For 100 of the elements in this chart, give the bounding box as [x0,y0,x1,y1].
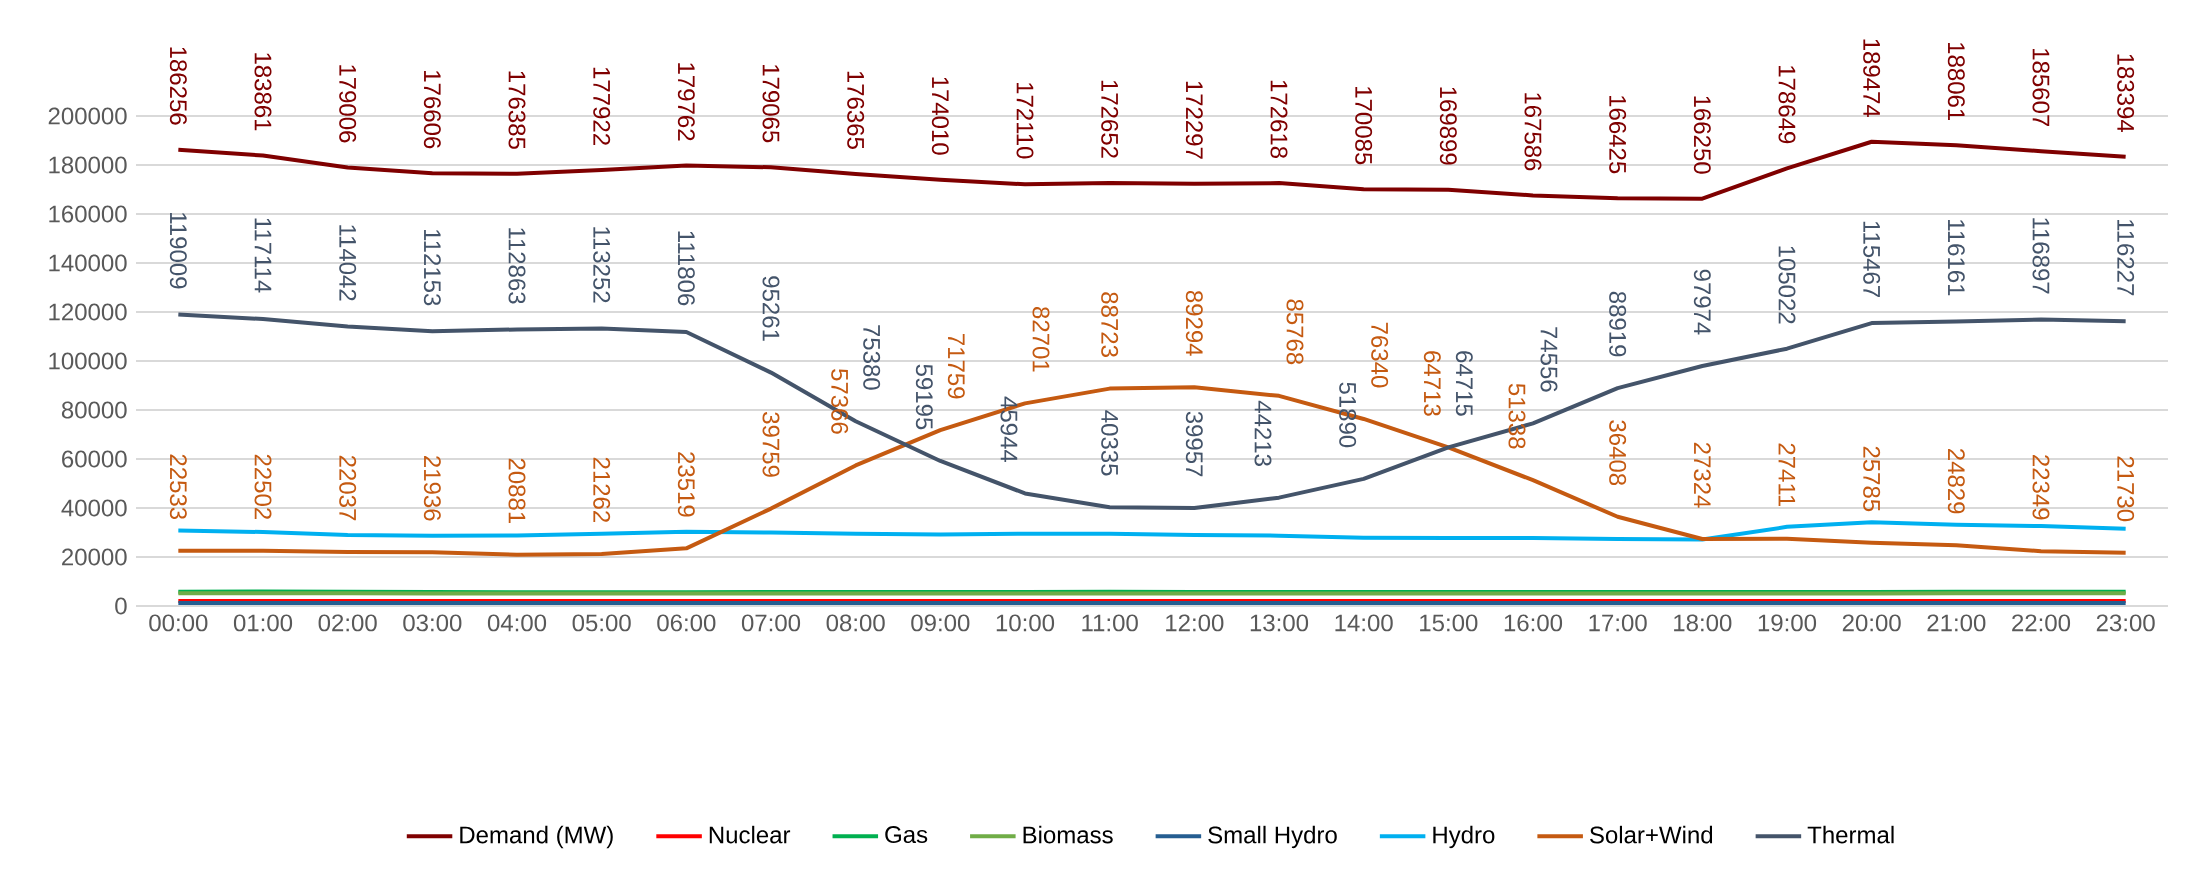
data-label: 183394 [2117,54,2135,132]
data-label: 189474 [1863,39,1881,118]
data-label: 39759 [762,412,780,477]
x-tick-label: 05:00 [572,614,631,632]
x-tick-label: 12:00 [1166,614,1224,632]
data-label: 119009 [169,213,187,289]
data-label: 97974 [1693,269,1711,335]
data-label: 117114 [254,218,272,293]
data-label: 24829 [1947,448,1965,514]
data-label: 45944 [1000,396,1018,463]
x-tick-label: 09:00 [911,614,970,632]
x-tick-label: 23:00 [2096,614,2155,632]
data-label: 115467 [1863,221,1881,298]
data-label: 186256 [169,47,187,125]
x-tick-label: 14:00 [1335,614,1393,632]
data-label: 88919 [1609,291,1627,357]
data-label: 179065 [762,65,780,143]
data-label: 76340 [1371,322,1389,388]
y-tick-label: 60000 [62,450,127,468]
data-label: 179762 [677,63,695,141]
data-label: 166425 [1609,96,1627,174]
data-label: 183861 [254,53,272,131]
data-label: 22349 [2032,455,2050,520]
data-label: 176606 [423,71,441,149]
data-label: 114042 [339,225,357,301]
data-label: 64713 [1423,351,1441,416]
data-label: 95261 [762,276,780,341]
data-label: 176385 [508,71,526,149]
x-tick-label: 13:00 [1250,614,1309,632]
data-label: 166250 [1693,96,1711,174]
data-label: 172297 [1185,81,1203,159]
data-label: 44213 [1254,400,1272,466]
x-tick-label: 03:00 [403,614,462,632]
data-label: 59195 [915,364,933,430]
legend-label: Demand (MW) [460,825,613,849]
data-label: 64715 [1455,351,1473,416]
data-label: 188061 [1947,43,1965,121]
x-tick-label: 06:00 [657,614,716,632]
y-tick-label: 0 [115,597,127,615]
y-tick-label: 120000 [49,303,127,321]
x-tick-label: 15:00 [1420,614,1478,632]
x-tick-label: 16:00 [1504,614,1563,632]
y-tick-label: 180000 [49,156,127,174]
data-label: 88723 [1101,292,1119,357]
x-tick-label: 02:00 [318,614,377,632]
data-label: 167586 [1524,93,1542,171]
data-label: 51890 [1339,382,1357,448]
data-label: 169899 [1439,87,1457,165]
data-label: 116161 [1947,220,1965,296]
data-label: 174010 [931,77,949,155]
data-label: 116897 [2032,218,2050,294]
data-label: 22533 [169,454,187,520]
data-label: 22502 [254,454,272,519]
data-label: 21936 [423,456,441,521]
data-label: 177922 [593,67,611,145]
legend-label: Nuclear [709,825,791,844]
y-tick-label: 160000 [49,205,127,223]
legend-label: Gas [885,826,928,844]
data-label: 25785 [1863,446,1881,512]
legend-label: Solar+Wind [1590,825,1713,844]
y-tick-label: 20000 [62,548,127,566]
x-tick-label: 00:00 [149,614,208,632]
x-tick-label: 01:00 [233,614,293,632]
data-label: 85768 [1286,299,1304,365]
data-label: 82701 [1032,307,1050,372]
data-label: 185607 [2032,49,2050,127]
data-label: 172110 [1016,82,1034,159]
x-tick-label: 10:00 [996,614,1055,632]
data-label: 111806 [677,231,695,306]
legend-label: Hydro [1433,825,1495,849]
data-label: 178649 [1778,66,1796,144]
x-tick-label: 07:00 [741,614,801,632]
x-tick-label: 21:00 [1927,614,1986,632]
data-label: 112863 [508,228,526,304]
x-tick-label: 17:00 [1589,614,1647,632]
x-tick-label: 19:00 [1758,614,1817,632]
x-tick-label: 08:00 [826,614,885,632]
data-label: 75380 [863,325,881,390]
data-label: 40335 [1101,410,1119,476]
data-label: 36408 [1609,420,1627,486]
x-tick-label: 11:00 [1082,614,1138,632]
legend-label: Biomass [1023,825,1113,844]
x-tick-label: 18:00 [1674,614,1732,632]
data-label: 74556 [1540,327,1558,392]
y-tick-label: 100000 [49,352,127,370]
x-tick-label: 20:00 [1842,614,1901,632]
data-label: 105022 [1778,246,1796,324]
data-label: 20881 [508,458,526,523]
y-tick-label: 200000 [48,107,127,125]
data-label: 179006 [339,65,357,143]
x-tick-label: 04:00 [487,614,547,632]
x-tick-label: 22:00 [2012,614,2071,632]
data-label: 27411 [1778,443,1796,507]
legend-label: Thermal [1807,825,1894,844]
y-tick-label: 80000 [61,401,127,419]
data-label: 57366 [831,369,849,434]
data-label: 21730 [2117,456,2135,522]
data-label: 116227 [2117,219,2135,296]
y-tick-label: 140000 [49,254,127,272]
data-label: 23519 [677,452,695,517]
